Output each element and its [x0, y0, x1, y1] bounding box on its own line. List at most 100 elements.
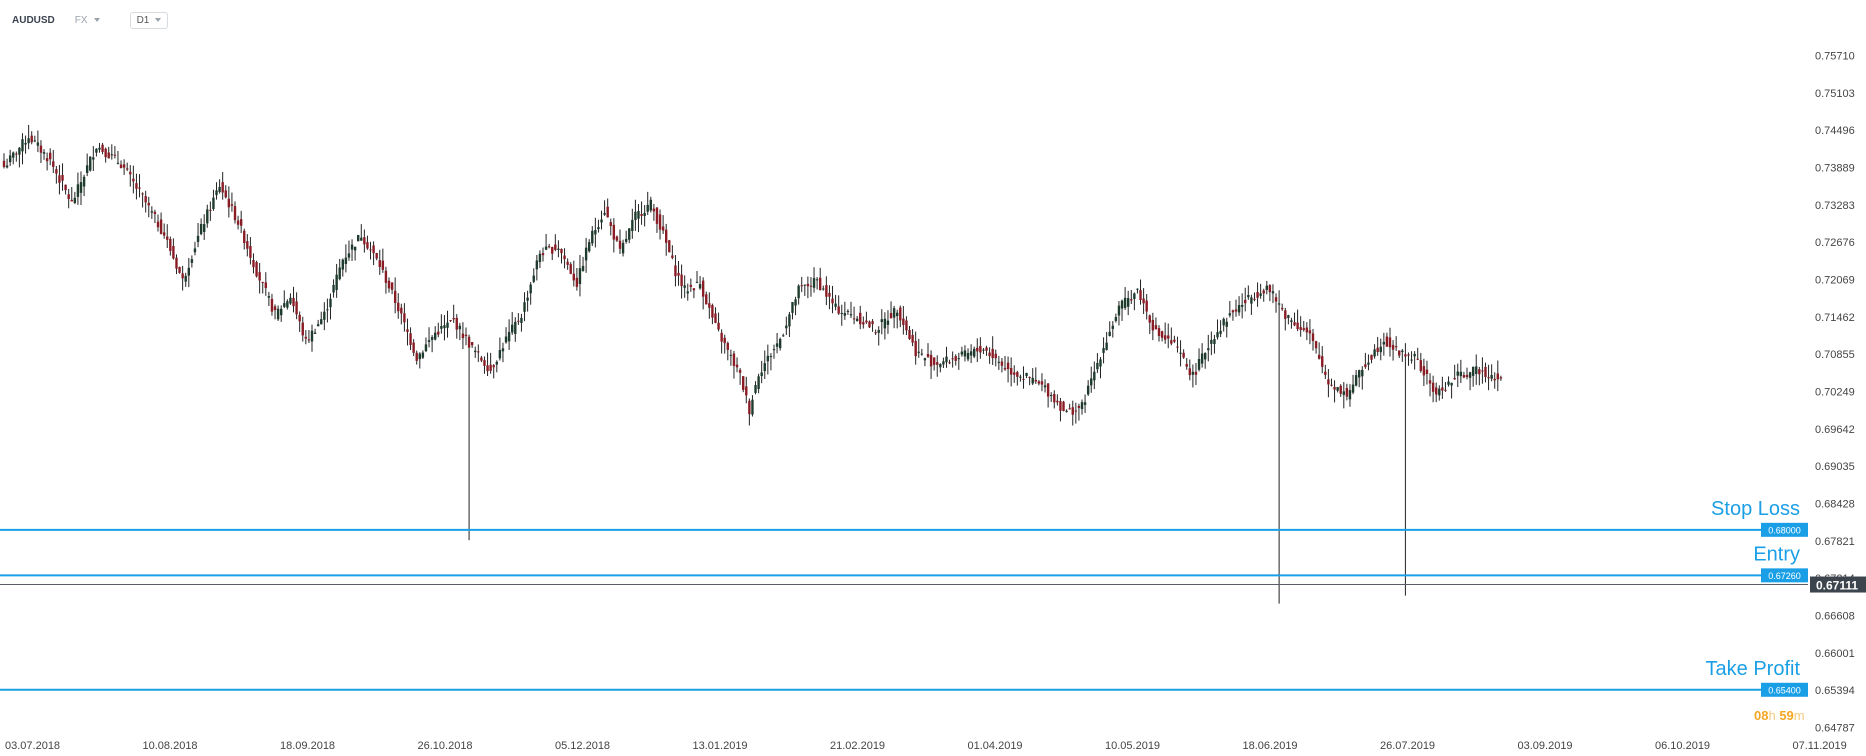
candle-body — [1475, 366, 1478, 374]
candle-body — [1450, 382, 1453, 386]
candle-body — [1013, 372, 1016, 375]
candle-body — [316, 324, 320, 327]
candle-body — [495, 361, 498, 365]
candle-body — [763, 363, 766, 372]
candle-body — [1419, 360, 1422, 371]
candle-body — [1247, 294, 1250, 298]
candle-body — [797, 285, 800, 299]
candle-body — [760, 372, 763, 377]
candle-body — [412, 342, 415, 353]
candle-body — [526, 297, 529, 301]
candle-body — [1478, 369, 1481, 375]
candle-body — [973, 348, 976, 357]
candle-body — [896, 312, 899, 317]
candle-body — [917, 351, 920, 353]
x-tick-label: 05.12.2018 — [555, 740, 610, 752]
candle-body — [483, 360, 486, 366]
candle-body — [572, 273, 575, 281]
candle-body — [1428, 380, 1432, 384]
candle-body — [945, 356, 948, 363]
candle-body — [224, 190, 227, 198]
candle-body — [1207, 348, 1210, 351]
candle-body — [1361, 369, 1364, 377]
candle-body — [812, 278, 816, 288]
candle-body — [458, 325, 462, 330]
candle-body — [1462, 375, 1466, 378]
candle-body — [729, 354, 733, 356]
candle-body — [1394, 346, 1398, 348]
candle-body — [126, 168, 129, 170]
candle-body — [33, 140, 36, 142]
candle-body — [837, 306, 840, 314]
y-tick-label: 0.72069 — [1815, 275, 1855, 287]
candle-body — [514, 321, 517, 334]
candle-body — [686, 291, 689, 294]
candle-body — [95, 148, 98, 153]
market-selector[interactable]: FX — [75, 15, 100, 26]
candle-body — [1345, 388, 1349, 397]
y-tick-label: 0.69642 — [1815, 424, 1855, 436]
candle-body — [1425, 369, 1429, 374]
candle-body — [486, 365, 489, 372]
candle-body — [1314, 341, 1318, 349]
candle-body — [948, 362, 951, 364]
candle-body — [929, 354, 933, 367]
candle-body — [606, 206, 609, 218]
candle-body — [443, 325, 446, 329]
candle-body — [341, 259, 344, 270]
candle-body — [1407, 354, 1410, 356]
candle-body — [954, 356, 957, 361]
candle-body — [1351, 384, 1355, 393]
candle-body — [794, 299, 797, 306]
candle-body — [1336, 387, 1339, 391]
candle-body — [511, 324, 514, 333]
candle-body — [1391, 344, 1395, 350]
y-tick-label: 0.66608 — [1815, 610, 1855, 622]
symbol-label[interactable]: AUDUSD — [12, 14, 55, 26]
candle-body — [612, 224, 616, 240]
candle-body — [517, 320, 520, 322]
candle-body — [1185, 363, 1188, 367]
candle-body — [785, 325, 788, 329]
candle-body — [36, 142, 40, 146]
candle-body — [1096, 362, 1099, 370]
candle-body — [267, 296, 271, 298]
candle-body — [76, 184, 80, 197]
candle-body — [209, 209, 212, 211]
candle-body — [960, 351, 964, 355]
candle-body — [304, 336, 308, 339]
candle-body — [708, 303, 711, 308]
candle-body — [698, 284, 702, 289]
candle-body — [24, 142, 27, 145]
candle-body — [892, 308, 896, 318]
candle-body — [45, 158, 49, 162]
candle-body — [421, 352, 425, 358]
current-price-label: 0.67111 — [1816, 579, 1858, 593]
candle-body — [668, 240, 671, 253]
candle-body — [1348, 390, 1352, 400]
candle-body — [212, 197, 215, 210]
candle-body — [1062, 401, 1065, 411]
candle-body — [1339, 385, 1342, 394]
candle-body — [1385, 336, 1389, 347]
candle-body — [1077, 405, 1081, 408]
y-tick-label: 0.72676 — [1815, 237, 1855, 249]
candle-body — [1496, 373, 1499, 380]
candle-body — [1040, 381, 1044, 385]
candle-body — [1194, 371, 1198, 375]
candle-body — [474, 350, 477, 353]
candle-body — [280, 308, 283, 316]
candle-body — [634, 211, 637, 221]
candle-body — [1050, 395, 1053, 397]
timeframe-selector[interactable]: D1 — [129, 11, 169, 29]
candle-body — [470, 342, 474, 346]
candle-body — [957, 358, 960, 360]
candle-body — [390, 282, 394, 290]
x-tick-label: 18.09.2018 — [280, 740, 335, 752]
entry-tag — [1761, 568, 1808, 583]
candle-body — [1157, 328, 1161, 337]
candle-body — [902, 318, 905, 325]
candle-body — [347, 253, 351, 258]
candle-body — [603, 212, 606, 215]
